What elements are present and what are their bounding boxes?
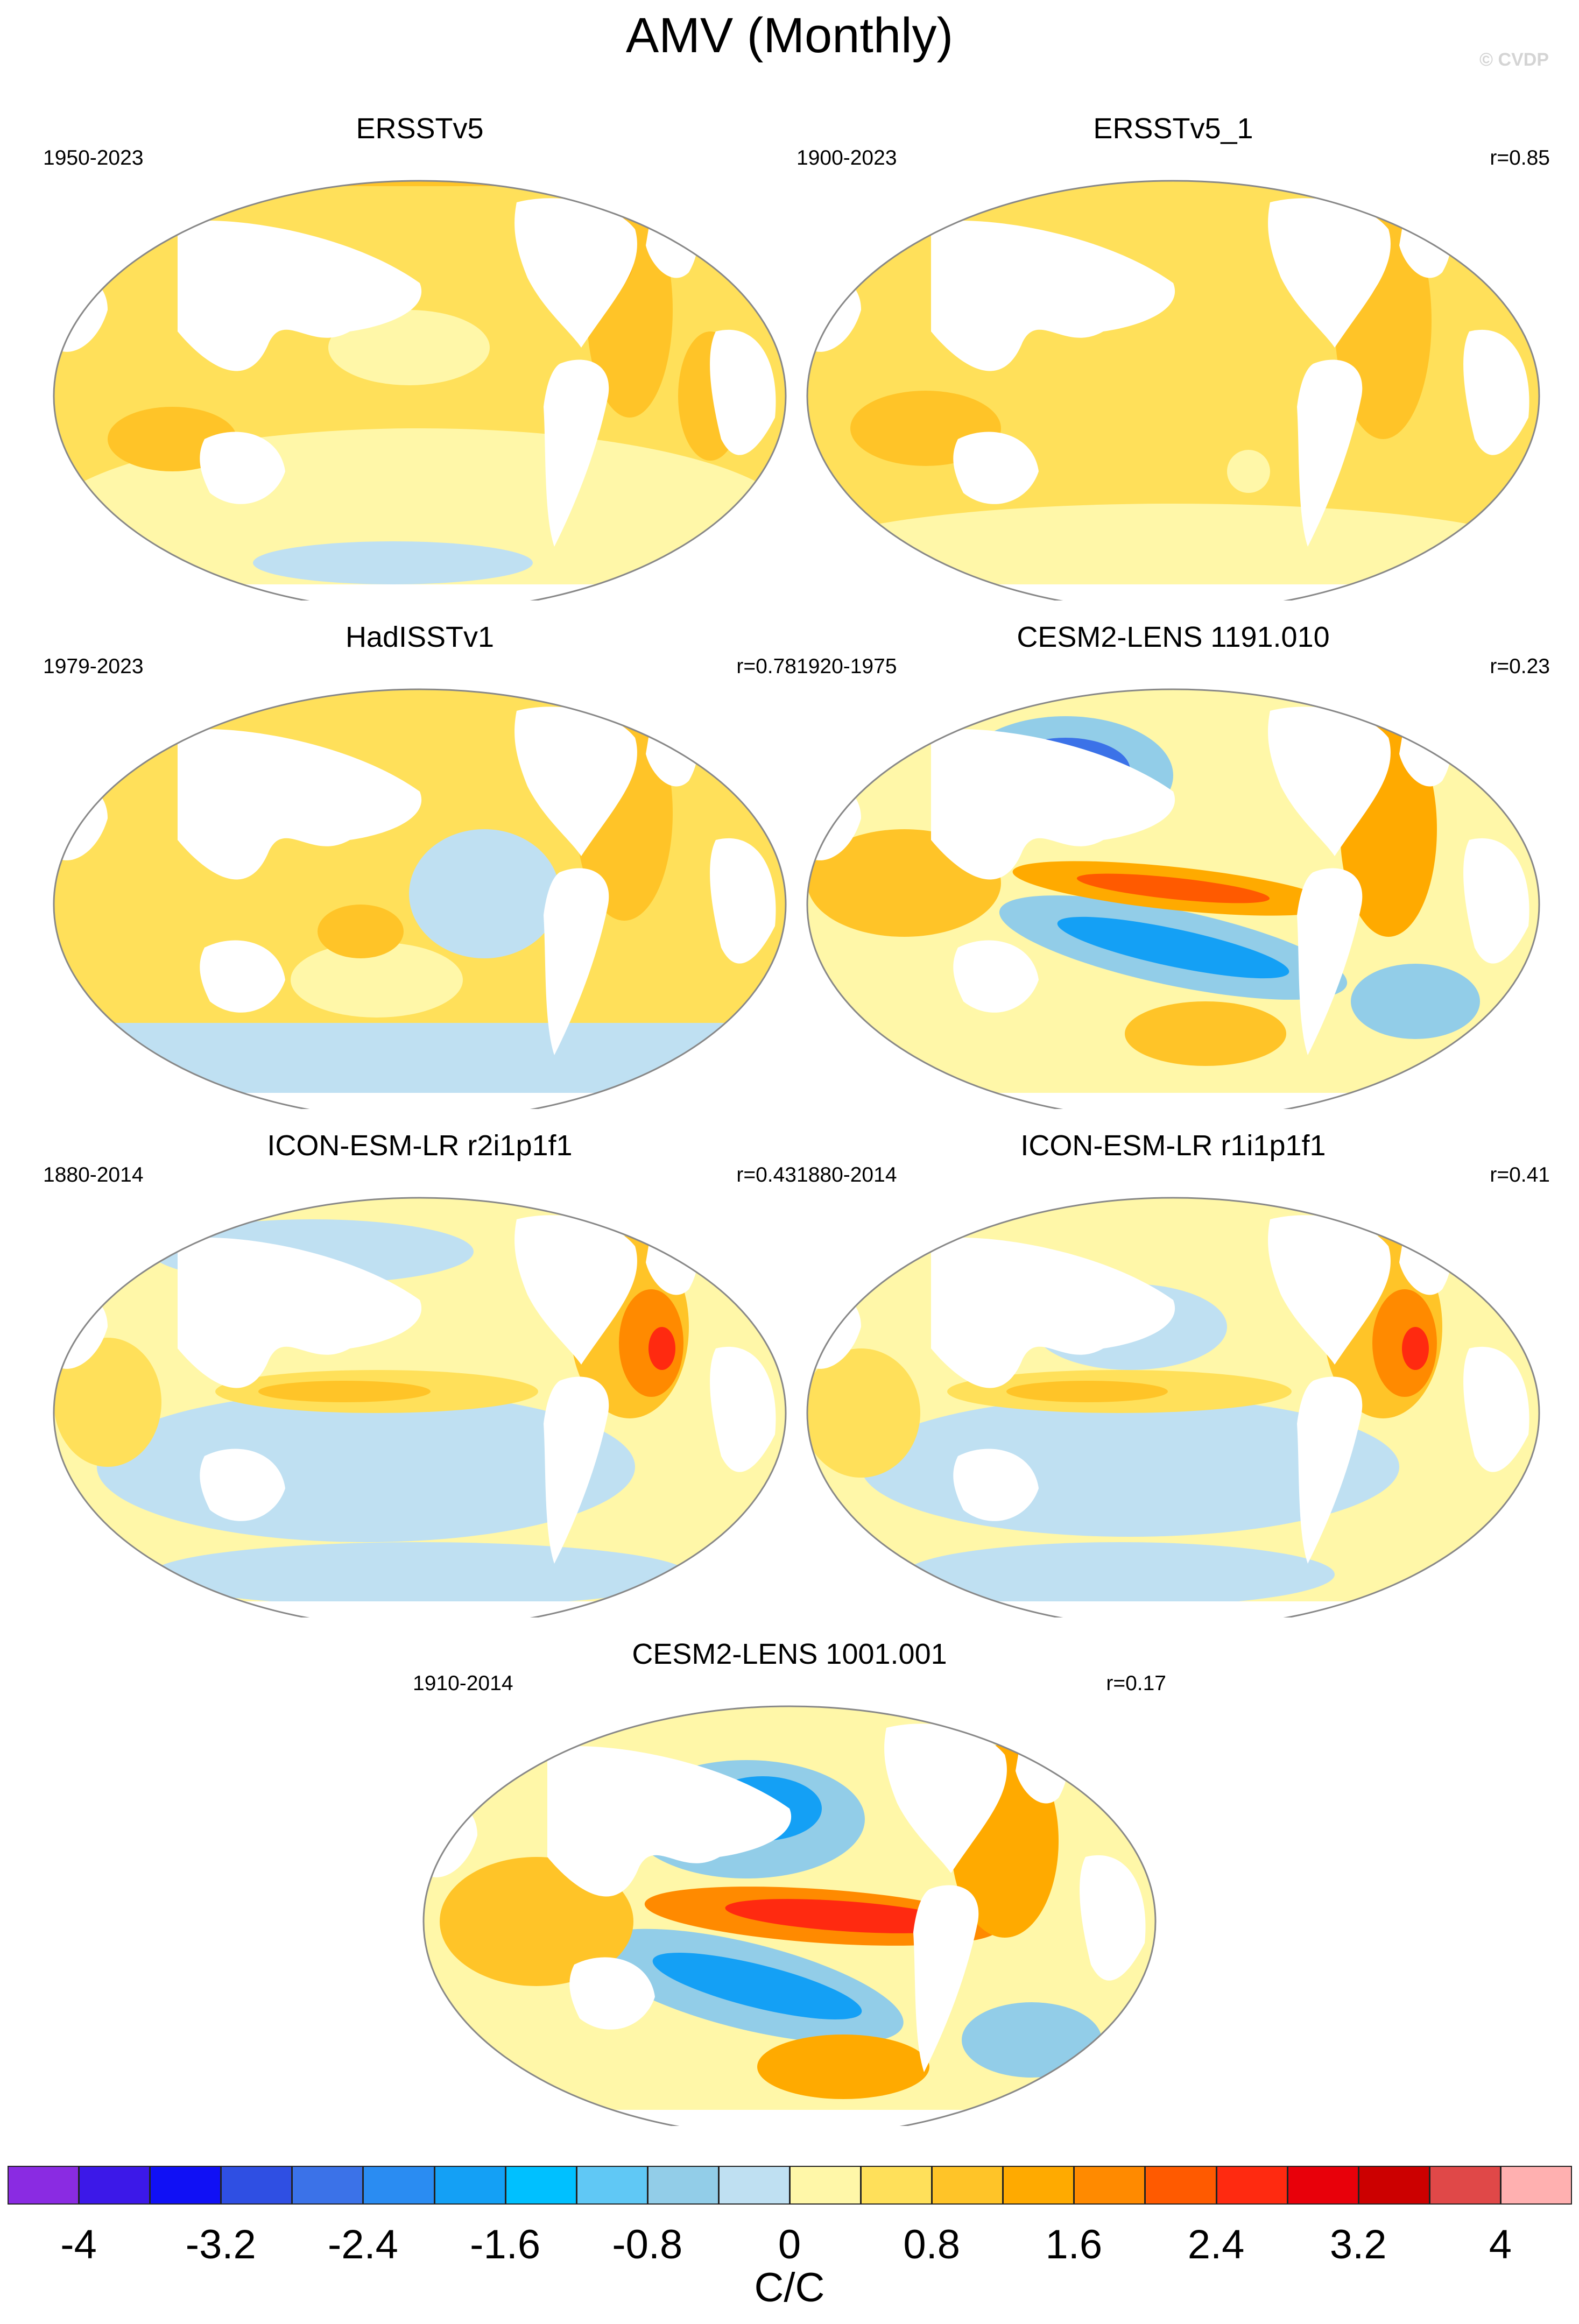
- colorbar-segment: [221, 2166, 293, 2205]
- panel-years: 1880-2014: [43, 1163, 144, 1186]
- panel-ersstv5: ERSSTv5 1950-2023: [43, 112, 796, 607]
- watermark: © CVDP: [1479, 50, 1549, 70]
- colorbar-unit: C/C: [754, 2265, 825, 2311]
- sst-map: [53, 180, 787, 601]
- colorbar-tick-label: 3.2: [1329, 2222, 1387, 2268]
- colorbar-segment: [79, 2166, 151, 2205]
- panel-title: CESM2-LENS 1001.001: [632, 1638, 947, 1670]
- panel-cesm2-lens-1001-001: CESM2-LENS 1001.001 1910-2014 r=0.17: [413, 1637, 1166, 2132]
- panel-corr: r=0.78: [736, 655, 796, 678]
- panel-corr: r=0.17: [1106, 1672, 1166, 1695]
- colorbar-segment: [434, 2166, 506, 2205]
- colorbar-segment: [292, 2166, 364, 2205]
- panel-corr: r=0.23: [1490, 655, 1550, 678]
- colorbar-segment: [1074, 2166, 1146, 2205]
- colorbar-tick-label: 4: [1489, 2222, 1512, 2268]
- sst-map: [806, 1197, 1540, 1617]
- colorbar-tick-label: -0.8: [612, 2222, 683, 2268]
- colorbar-tick-label: -2.4: [327, 2222, 398, 2268]
- sst-map: [53, 688, 787, 1109]
- figure-title: AMV (Monthly): [625, 8, 954, 63]
- colorbar-tick-label: 0: [778, 2222, 801, 2268]
- panel-title: HadISSTv1: [345, 621, 495, 653]
- sst-map: [806, 688, 1540, 1109]
- colorbar-segment: [718, 2166, 790, 2205]
- colorbar-tick-label: -3.2: [185, 2222, 256, 2268]
- sst-map: [806, 180, 1540, 601]
- colorbar-segment: [363, 2166, 435, 2205]
- panel-corr: r=0.85: [1490, 146, 1550, 169]
- colorbar-tick-label: 1.6: [1045, 2222, 1103, 2268]
- panel-icon-esm-lr-r2i1p1f1: ICON-ESM-LR r2i1p1f1 1880-2014 r=0.43: [43, 1129, 796, 1624]
- colorbar-segment: [932, 2166, 1004, 2205]
- colorbar-segment: [8, 2166, 80, 2205]
- panel-years: 1950-2023: [43, 146, 144, 169]
- panel-years: 1900-2023: [796, 146, 897, 169]
- colorbar-segment: [1003, 2166, 1075, 2205]
- panel-title: ERSSTv5: [356, 112, 484, 145]
- colorbar-segment: [150, 2166, 222, 2205]
- panel-years: 1979-2023: [43, 655, 144, 678]
- panel-ersstv5-1: ERSSTv5_1 1900-2023 r=0.85: [796, 112, 1550, 607]
- panel-title: ICON-ESM-LR r1i1p1f1: [1020, 1129, 1326, 1162]
- colorbar-segment: [505, 2166, 577, 2205]
- colorbar-segment: [790, 2166, 862, 2205]
- panel-hadisstv1: HadISSTv1 1979-2023 r=0.78: [43, 620, 796, 1115]
- panel-icon-esm-lr-r1i1p1f1: ICON-ESM-LR r1i1p1f1 1880-2014 r=0.41: [796, 1129, 1550, 1624]
- colorbar-segment: [576, 2166, 648, 2205]
- colorbar-segment: [1500, 2166, 1572, 2205]
- colorbar-tick-label: 2.4: [1187, 2222, 1245, 2268]
- sst-map: [53, 1197, 787, 1617]
- colorbar: [8, 2166, 1572, 2205]
- panel-corr: r=0.41: [1490, 1163, 1550, 1186]
- panel-title: CESM2-LENS 1191.010: [1017, 621, 1330, 653]
- panel-years: 1920-1975: [796, 655, 897, 678]
- panel-cesm2-lens-1191-010: CESM2-LENS 1191.010 1920-1975 r=0.23: [796, 620, 1550, 1115]
- colorbar-segment: [861, 2166, 933, 2205]
- colorbar-segment: [1145, 2166, 1217, 2205]
- panel-title: ICON-ESM-LR r2i1p1f1: [267, 1129, 573, 1162]
- panel-title: ERSSTv5_1: [1093, 112, 1253, 145]
- colorbar-segment: [647, 2166, 719, 2205]
- colorbar-segment: [1216, 2166, 1288, 2205]
- colorbar-segment: [1358, 2166, 1430, 2205]
- panel-corr: r=0.43: [736, 1163, 796, 1186]
- colorbar-tick-label: -4: [60, 2222, 97, 2268]
- colorbar-tick-label: 0.8: [903, 2222, 960, 2268]
- colorbar-segment: [1287, 2166, 1359, 2205]
- panel-years: 1910-2014: [413, 1672, 513, 1695]
- colorbar-tick-label: -1.6: [470, 2222, 541, 2268]
- panel-years: 1880-2014: [796, 1163, 897, 1186]
- colorbar-segment: [1429, 2166, 1501, 2205]
- sst-map: [422, 1705, 1157, 2126]
